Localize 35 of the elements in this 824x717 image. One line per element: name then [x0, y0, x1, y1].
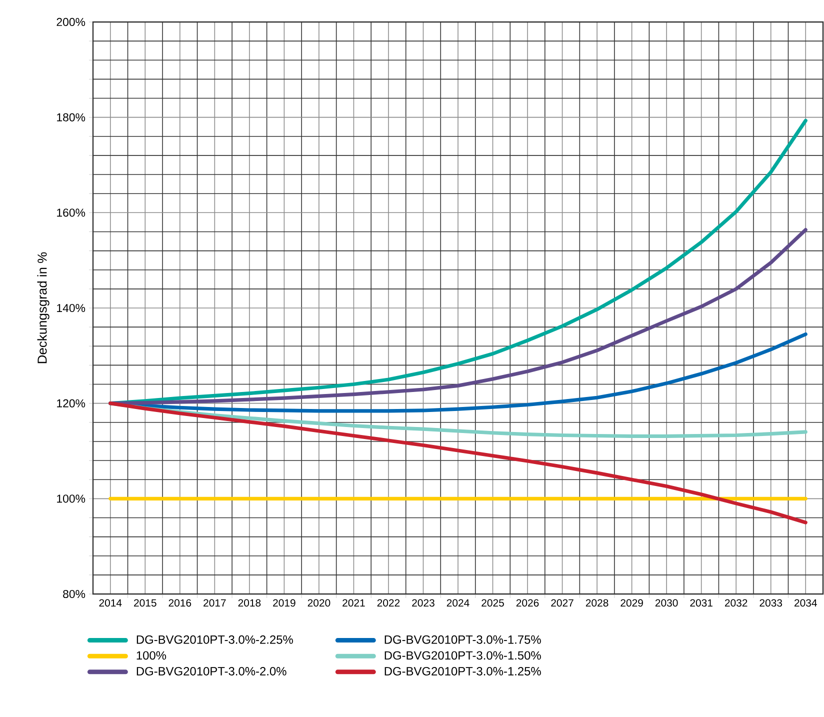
x-tick-label: 2018 — [238, 599, 261, 607]
x-tick-label: 2027 — [551, 599, 574, 607]
x-tick-label: 2029 — [620, 599, 643, 607]
y-tick-label: 120% — [57, 399, 86, 408]
x-tick-label: 2017 — [204, 599, 226, 607]
legend-label: DG-BVG2010PT-3.0%-2.0% — [136, 667, 286, 676]
y-tick-label: 100% — [57, 494, 86, 503]
x-tick-label: 2024 — [446, 599, 470, 607]
x-tick-label: 2021 — [342, 599, 365, 607]
x-tick-label: 2014 — [99, 599, 122, 607]
y-tick-label: 160% — [57, 208, 86, 217]
y-tick-label: 140% — [57, 304, 86, 312]
x-tick-label: 2034 — [794, 599, 817, 607]
x-tick-label: 2023 — [412, 599, 434, 607]
y-tick-label: 180% — [57, 113, 86, 122]
x-tick-label: 2022 — [377, 599, 400, 607]
y-tick-label: 80% — [63, 590, 86, 598]
x-tick-label: 2031 — [690, 599, 712, 607]
x-tick-label: 2026 — [516, 599, 539, 607]
legend-label: DG-BVG2010PT-3.0%-1.50% — [384, 651, 541, 660]
legend-label: DG-BVG2010PT-3.0%-1.25% — [384, 667, 541, 676]
x-tick-label: 2025 — [482, 599, 504, 607]
x-tick-label: 2028 — [586, 599, 608, 607]
legend-label: 100% — [136, 651, 166, 660]
x-tick-label: 2016 — [168, 599, 192, 607]
legend-label: DG-BVG2010PT-3.0%-2.25% — [136, 635, 293, 644]
x-tick-label: 2030 — [655, 599, 678, 607]
x-tick-label: 2032 — [724, 599, 748, 607]
x-tick-label: 2033 — [760, 599, 782, 607]
y-axis-title: Deckungsgrad in % — [37, 252, 50, 364]
x-tick-label: 2015 — [134, 599, 156, 607]
x-tick-label: 2020 — [308, 599, 330, 607]
legend-label: DG-BVG2010PT-3.0%-1.75% — [384, 635, 541, 644]
y-tick-label: 200% — [56, 18, 86, 26]
x-tick-label: 2019 — [273, 599, 296, 607]
